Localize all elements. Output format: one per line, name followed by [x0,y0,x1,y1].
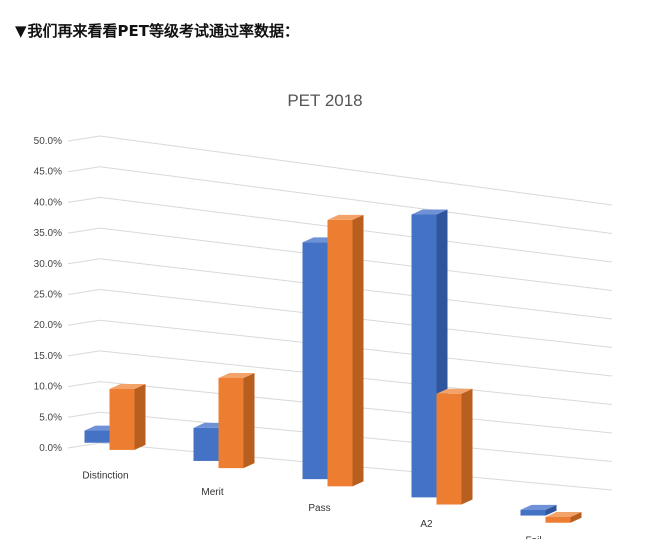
bar-merit-series-2 [218,373,255,469]
gridline [99,135,613,206]
bar-side [243,373,255,469]
bar-top [411,209,448,215]
y-tick-label: 5.0% [39,412,62,423]
bar-side [134,383,146,450]
page-heading: ▼我们再来看看PET等级考试通过率数据： [15,20,299,41]
x-category-label: Distinction [82,471,128,482]
y-tick-label: 15.0% [34,351,62,362]
chart-title: PET 2018 [287,91,362,110]
bar-side [545,504,557,516]
x-category-label: A2 [420,519,433,530]
bar-front [436,393,462,505]
gridline [67,350,101,357]
y-tick-label: 30.0% [34,259,62,270]
gridline [67,258,101,265]
y-tick-label: 40.0% [34,197,62,208]
bar-front [109,388,135,450]
heading-text: 我们再来看看PET等级考试通过率数据： [27,22,300,40]
triangle-down-icon: ▼ [15,22,27,40]
y-tick-label: 45.0% [34,167,62,178]
x-category-label: Fail [525,535,541,539]
gridline [67,411,101,418]
bar-side [352,214,364,487]
bar-top [109,383,146,389]
bar-front [193,427,219,461]
bar-front [218,378,244,469]
bar-top [545,511,582,517]
gridline [67,135,101,142]
bar-distinction-series-2 [109,383,146,450]
bar-a2-series-2 [436,388,473,505]
x-category-label: Merit [201,487,223,498]
bar-front [302,242,328,480]
bar-front [84,430,110,443]
bar-fail-series-1 [520,504,557,516]
bar-top [218,373,255,379]
y-tick-label: 20.0% [34,320,62,331]
gridline [67,196,101,203]
bar-top [520,504,557,510]
bar-top [327,214,364,220]
y-tick-label: 50.0% [34,136,62,147]
x-category-label: Pass [308,503,330,514]
bar-fail-series-2 [545,511,582,523]
chart-bars [84,209,582,523]
y-tick-label: 35.0% [34,228,62,239]
gridline [99,166,613,234]
gridline [67,166,101,173]
gridline [67,227,101,234]
gridline [67,289,101,295]
y-tick-label: 0.0% [39,443,62,454]
gridline [67,381,101,388]
gridline [67,442,101,449]
bar-front [520,509,546,516]
bar-front [411,214,437,498]
gridline [67,319,101,326]
bar-side [570,511,582,523]
bar-top [436,388,473,394]
y-tick-label: 10.0% [34,382,62,393]
bar-side [461,388,473,505]
bar-front [545,516,571,523]
y-axis-ticks: 0.0% 5.0% 10.0% 15.0% 20.0% 25.0% 30.0% 35.0% 40… [34,136,62,454]
x-axis-categories: Distinction Merit Pass A2 Fail [82,471,541,539]
bar-front [327,219,353,487]
y-tick-label: 25.0% [34,290,62,301]
bar-pass-series-2 [327,214,364,487]
